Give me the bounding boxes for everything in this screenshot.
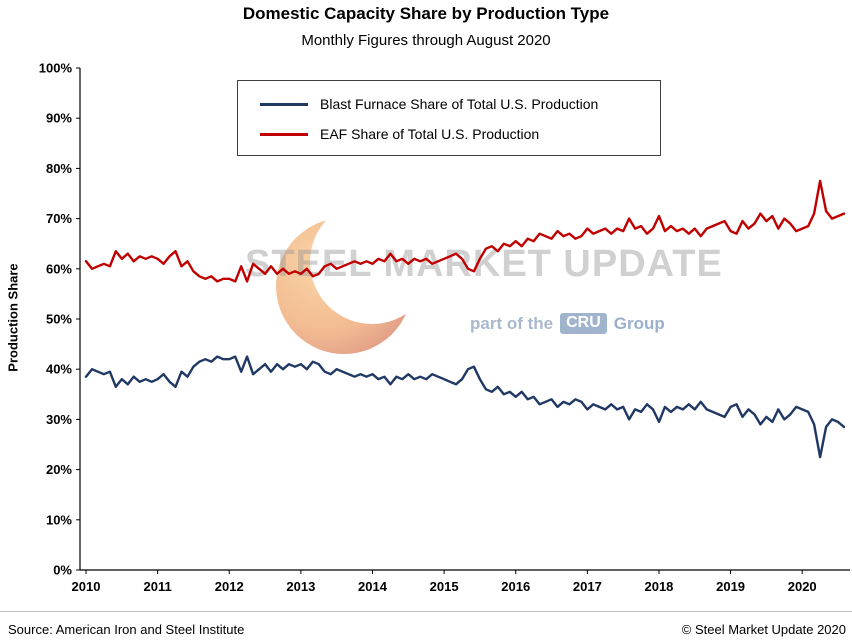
x-tick-label: 2011 — [144, 579, 172, 594]
eaf-line — [84, 179, 846, 283]
y-tick-label: 10% — [46, 512, 72, 527]
y-tick-label: 20% — [46, 462, 72, 477]
chart-subtitle: Monthly Figures through August 2020 — [301, 32, 551, 49]
x-tick-label: 2014 — [358, 579, 388, 594]
x-tick-label: 2020 — [788, 579, 817, 594]
y-tick-label: 30% — [46, 412, 72, 427]
eaf-line-swatch — [260, 132, 308, 136]
x-tick-label: 2012 — [215, 579, 244, 594]
source-note: Source: American Iron and Steel Institut… — [8, 622, 245, 637]
x-tick-label: 2013 — [286, 579, 315, 594]
y-tick-label: 100% — [39, 61, 73, 76]
y-tick-label: 40% — [46, 362, 72, 377]
x-tick-label: 2016 — [501, 579, 530, 594]
y-tick-label: 0% — [53, 563, 72, 578]
legend-label: Blast Furnace Share of Total U.S. Produc… — [320, 96, 599, 112]
copyright-note: © Steel Market Update 2020 — [681, 622, 846, 637]
legend-item-blast-furnace: Blast Furnace Share of Total U.S. Produc… — [260, 89, 660, 119]
x-tick-label: 2015 — [430, 579, 459, 594]
y-tick-label: 70% — [46, 211, 72, 226]
x-tick-label: 2010 — [72, 579, 101, 594]
legend-item-eaf: EAF Share of Total U.S. Production — [260, 119, 660, 149]
legend-label: EAF Share of Total U.S. Production — [320, 126, 540, 142]
x-tick-label: 2017 — [573, 579, 602, 594]
blast-furnace-line — [84, 355, 846, 459]
x-tick-label: 2018 — [644, 579, 673, 594]
chart-title: Domestic Capacity Share by Production Ty… — [242, 4, 610, 23]
y-tick-label: 90% — [46, 111, 72, 126]
chart-plot: 0% 10% 20% 30% 40% 50% 60% 70% 80% 90% 100% 2010 201… — [39, 61, 850, 594]
y-tick-label: 80% — [46, 161, 72, 176]
footer-divider — [0, 611, 852, 612]
y-tick-label: 50% — [46, 312, 72, 327]
legend: Blast Furnace Share of Total U.S. Produc… — [237, 80, 661, 156]
blast-furnace-line-swatch — [260, 102, 308, 106]
x-tick-label: 2019 — [716, 579, 745, 594]
y-tick-label: 60% — [46, 261, 72, 276]
